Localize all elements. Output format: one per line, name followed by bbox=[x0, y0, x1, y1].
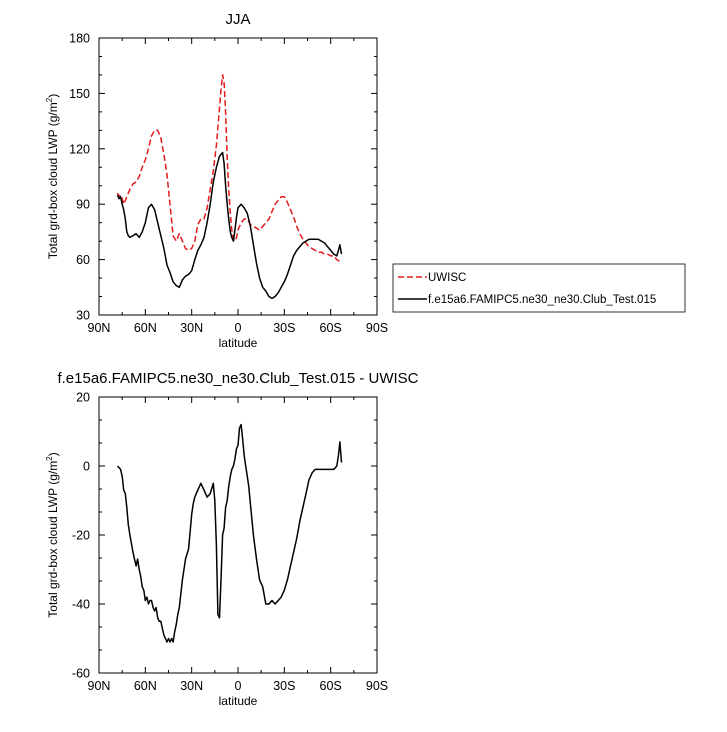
chart1-x-tick-label: 60S bbox=[320, 321, 342, 335]
chart2-y-tick-label: -40 bbox=[72, 598, 90, 612]
chart1-x-tick-label: 30S bbox=[273, 321, 295, 335]
chart2-y-tick-label: 20 bbox=[76, 391, 90, 405]
chart1-y-tick-label: 30 bbox=[76, 309, 90, 323]
chart2-series-line-1 bbox=[116, 423, 343, 643]
chart2-x-tick-label: 30N bbox=[180, 679, 203, 693]
chart1-x-tick-label: 60N bbox=[134, 321, 157, 335]
chart2-y-tick-label: 0 bbox=[83, 460, 90, 474]
chart1-legend-label-2: f.e15a6.FAMIPC5.ne30_ne30.Club_Test.015 bbox=[428, 294, 656, 306]
chart1-plot-frame bbox=[98, 37, 378, 316]
chart1-x-tick-label: 90S bbox=[366, 321, 388, 335]
chart1-y-tick-label: 90 bbox=[76, 198, 90, 212]
chart1-x-tick-label: 90N bbox=[88, 321, 111, 335]
chart1-y-axis-label: Total grd-box cloud LWP (g/m2) bbox=[45, 94, 60, 259]
chart2-x-tick-label: 60N bbox=[134, 679, 157, 693]
chart2-x-tick-label: 30S bbox=[273, 679, 295, 693]
chart2-y-axis-label: Total grd-box cloud LWP (g/m2) bbox=[45, 452, 60, 617]
chart1-y-tick-label: 60 bbox=[76, 253, 90, 267]
chart1-legend-label-1: UWISC bbox=[428, 272, 466, 284]
chart2-x-tick-label: 90S bbox=[366, 679, 388, 693]
chart2-x-axis-label: latitude bbox=[219, 694, 258, 708]
chart1-y-tick-label: 120 bbox=[69, 142, 90, 156]
chart1-y-tick-label: 150 bbox=[69, 87, 90, 101]
chart1-y-tick-label: 180 bbox=[69, 32, 90, 46]
chart2-y-tick-label: -20 bbox=[72, 529, 90, 543]
chart1-x-tick-label: 0 bbox=[235, 321, 242, 335]
chart1-series-line-1 bbox=[116, 74, 343, 264]
chart1-series-line-2 bbox=[116, 151, 343, 300]
chart1-legend-box bbox=[392, 263, 686, 313]
chart2-title: f.e15a6.FAMIPC5.ne30_ne30.Club_Test.015 … bbox=[57, 370, 418, 387]
chart1-title: JJA bbox=[225, 11, 250, 28]
chart2-x-tick-label: 60S bbox=[320, 679, 342, 693]
chart2-x-tick-label: 90N bbox=[88, 679, 111, 693]
chart1-x-axis-label: latitude bbox=[219, 336, 258, 350]
chart2-x-tick-label: 0 bbox=[235, 679, 242, 693]
chart2-y-tick-label: -60 bbox=[72, 667, 90, 681]
chart1-x-tick-label: 30N bbox=[180, 321, 203, 335]
